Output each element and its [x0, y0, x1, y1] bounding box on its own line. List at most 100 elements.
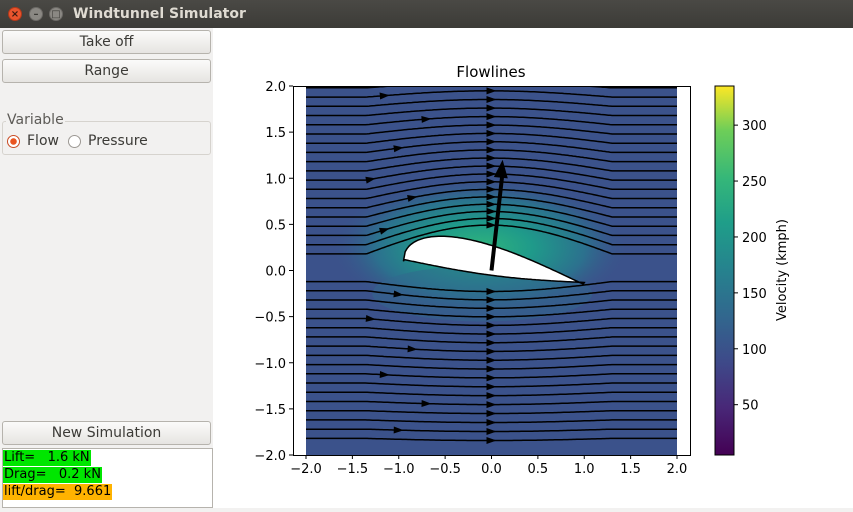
- streamline-arrow: [393, 290, 404, 298]
- y-tick-label: −2.0: [254, 449, 286, 464]
- streamline-arrow: [421, 400, 432, 408]
- streamline-arrow: [486, 365, 497, 373]
- streamline-arrow: [486, 383, 497, 391]
- y-tick-label: 1.5: [265, 126, 286, 141]
- y-tick-label: 1.0: [265, 172, 286, 187]
- streamline-arrow: [486, 304, 497, 312]
- streamline-arrow: [486, 428, 497, 436]
- y-tick-label: 0.5: [265, 218, 286, 233]
- streamline-arrow: [365, 314, 376, 322]
- streamline-arrow: [421, 115, 432, 123]
- streamline-arrow: [393, 426, 404, 434]
- streamline-arrow: [486, 154, 497, 162]
- results-panel: Lift= 1.6 kN Drag= 0.2 kN lift/drag= 9.6…: [2, 448, 213, 508]
- streamline-arrow: [486, 95, 497, 103]
- axis-ticks: −2.0 −1.5 −1.0 −0.5 0.0 0.5 1.0 1.5 2.0 2.0 1.5 1.0…: [254, 80, 687, 477]
- streamline-arrow: [486, 321, 497, 329]
- variable-group-title: Variable: [6, 112, 65, 128]
- x-tick-label: 1.0: [574, 462, 595, 477]
- streamline-arrow: [486, 162, 497, 170]
- streamline: [306, 86, 677, 89]
- drag-readout: Drag= 0.2 kN: [3, 467, 102, 483]
- streamline-arrow: [486, 200, 497, 208]
- x-tick-label: 0.5: [528, 462, 549, 477]
- take-off-button[interactable]: Take off: [2, 30, 211, 54]
- y-tick-label: 2.0: [265, 80, 286, 95]
- window-title: Windtunnel Simulator: [73, 6, 246, 22]
- streamline-arrow: [486, 437, 497, 445]
- pressure-radio[interactable]: [68, 135, 81, 148]
- lift-drag-ratio-readout: lift/drag= 9.661: [3, 484, 113, 500]
- streamline-arrow: [486, 410, 497, 418]
- minimize-window-icon[interactable]: –: [29, 7, 43, 21]
- colorbar-label: Velocity (kmph): [775, 219, 790, 321]
- streamline-arrow: [486, 313, 497, 321]
- flowlines-chart: Flowlines −2.0 −1.5 −1.0 −0.5 0.0 0.5 1.0 1.5 2.…: [254, 63, 790, 477]
- streamline-arrow: [486, 207, 497, 215]
- plot-area: [306, 86, 677, 455]
- streamline-arrow: [486, 104, 497, 112]
- x-tick-label: 2.0: [667, 462, 688, 477]
- streamline-arrow: [486, 374, 497, 382]
- streamline-arrow: [365, 176, 376, 184]
- y-tick-label: 0.0: [265, 265, 286, 280]
- y-tick-label: −1.5: [254, 403, 286, 418]
- x-tick-label: 1.5: [620, 462, 641, 477]
- streamline-arrow: [486, 214, 497, 222]
- streamline-arrow: [486, 129, 497, 137]
- x-tick-label: −1.0: [383, 462, 415, 477]
- colorbar-tick-label: 50: [742, 399, 759, 414]
- streamline-arrow: [486, 185, 497, 193]
- streamline-arrow: [486, 288, 497, 296]
- variable-group: [2, 121, 211, 155]
- lift-readout: Lift= 1.6 kN: [3, 450, 91, 466]
- streamline-arrow: [486, 193, 497, 201]
- streamline-arrow: [393, 145, 404, 153]
- colorbar-tick-label: 100: [742, 343, 767, 358]
- streamline-arrow: [486, 87, 497, 95]
- streamline-arrow: [486, 138, 497, 146]
- streamline-arrow: [486, 401, 497, 409]
- streamline-arrow: [486, 146, 497, 154]
- colorbar-tick-label: 300: [742, 119, 767, 134]
- streamline-arrow: [486, 178, 497, 186]
- streamline-arrow: [379, 227, 390, 235]
- x-tick-label: −1.5: [337, 462, 369, 477]
- streamline-arrow: [486, 392, 497, 400]
- flow-radio[interactable]: [7, 135, 20, 148]
- x-tick-label: 0.0: [481, 462, 502, 477]
- colorbar-tick-label: 250: [742, 175, 767, 190]
- window-titlebar: × – □ Windtunnel Simulator: [0, 0, 853, 28]
- streamline-arrow: [486, 339, 497, 347]
- colorbar: 300 250 200 150 100 50: [714, 85, 767, 456]
- streamlines: [306, 86, 677, 445]
- streamline-arrow: [486, 419, 497, 427]
- close-window-icon[interactable]: ×: [8, 7, 22, 21]
- streamline-arrow: [379, 92, 390, 100]
- streamline-arrow: [379, 371, 390, 379]
- range-button[interactable]: Range: [2, 59, 211, 83]
- colorbar-gradient: [714, 85, 735, 456]
- x-tick-label: −2.0: [290, 462, 322, 477]
- streamline-arrow: [486, 296, 497, 304]
- force-vector-arrowhead: [493, 159, 508, 179]
- x-tick-label: −0.5: [429, 462, 461, 477]
- new-simulation-button[interactable]: New Simulation: [2, 421, 211, 445]
- streamline-arrow: [486, 113, 497, 121]
- colorbar-tick-label: 200: [742, 231, 767, 246]
- force-vector-arrow: [489, 171, 505, 271]
- maximize-window-icon[interactable]: □: [49, 7, 63, 21]
- streamline-arrow: [486, 347, 497, 355]
- pressure-radio-label[interactable]: Pressure: [88, 133, 148, 149]
- flow-radio-label[interactable]: Flow: [27, 133, 59, 149]
- streamline-arrow: [407, 195, 418, 202]
- plot-canvas: Flowlines −2.0 −1.5 −1.0 −0.5 0.0 0.5 1.0 1.5 2.…: [213, 28, 853, 508]
- streamline-arrow: [486, 221, 497, 229]
- streamline-arrow: [486, 121, 497, 129]
- streamline-arrow: [486, 170, 497, 178]
- chart-title: Flowlines: [456, 63, 525, 81]
- streamline-arrow: [486, 356, 497, 364]
- colorbar-tick-label: 150: [742, 287, 767, 302]
- y-tick-label: −1.0: [254, 357, 286, 372]
- streamline-arrow: [407, 345, 418, 353]
